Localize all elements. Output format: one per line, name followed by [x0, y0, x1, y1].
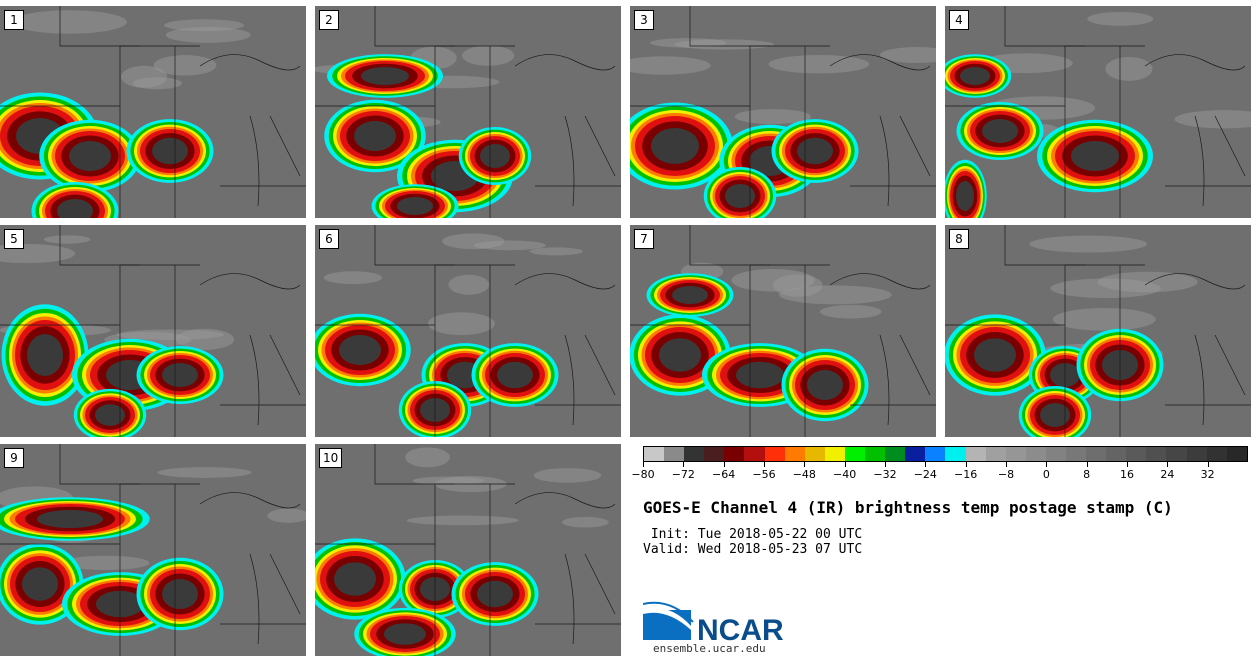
colorbar-segment — [1126, 447, 1147, 461]
colorbar-segment — [1226, 447, 1247, 461]
colorbar-tick-label: −56 — [752, 468, 776, 481]
panel-number: 6 — [319, 229, 339, 249]
colorbar-tick — [965, 462, 967, 467]
ir-map — [315, 444, 621, 656]
colorbar-segment — [684, 447, 705, 461]
colorbar-segment — [1065, 447, 1087, 461]
colorbar-segment — [1146, 447, 1167, 461]
ir-map — [630, 6, 936, 218]
ir-map — [0, 6, 306, 218]
colorbar-segment — [764, 447, 785, 461]
ir-map — [945, 6, 1251, 218]
colorbar-segment — [1045, 447, 1066, 461]
panel-number: 4 — [949, 10, 969, 30]
colorbar-tick-label: 24 — [1160, 468, 1175, 481]
colorbar-tick-label: −80 — [631, 468, 655, 481]
ensemble-member-panel-2: 2 — [315, 6, 621, 218]
panel-number: 1 — [4, 10, 24, 30]
colorbar-segment — [945, 447, 966, 461]
colorbar-segment — [965, 447, 986, 461]
colorbar-segment — [1005, 447, 1026, 461]
panel-number: 10 — [319, 448, 343, 468]
colorbar-ticks: −80 −72 −64 −56 −48 −40 −32 −24 −16 −8 0 8 16 24 32 — [631, 462, 1248, 482]
colorbar-tick — [804, 462, 806, 467]
colorbar-tick — [1086, 462, 1088, 467]
colorbar-tick — [723, 462, 725, 467]
colorbar-tick — [885, 462, 886, 467]
colorbar-tick — [764, 462, 765, 467]
colorbar-segment — [985, 447, 1006, 461]
ensemble-member-panel-1: 1 — [0, 6, 306, 218]
ir-map — [0, 225, 306, 437]
colorbar-segment — [1186, 447, 1207, 461]
init-time: Init: Tue 2018-05-22 00 UTC — [643, 527, 863, 542]
ensemble-member-panel-7: 7 — [630, 225, 936, 437]
colorbar-tick-label: −16 — [954, 468, 978, 481]
colorbar-tick-label: 0 — [1042, 468, 1050, 481]
panel-number: 5 — [4, 229, 24, 249]
panel-number: 2 — [319, 10, 339, 30]
colorbar-tick — [683, 462, 685, 467]
colorbar-tick — [1167, 462, 1169, 467]
ncar-logo: NCAR — [643, 601, 784, 644]
colorbar-tick-label: −72 — [671, 468, 695, 481]
colorbar-tick-label: −32 — [873, 468, 897, 481]
colorbar-tick-label: −64 — [712, 468, 736, 481]
colorbar-tick-label: 8 — [1083, 468, 1091, 481]
colorbar-tick-label: 32 — [1200, 468, 1215, 481]
colorbar-segment — [644, 447, 665, 461]
colorbar-tick — [1207, 462, 1209, 467]
colorbar-segment — [1086, 447, 1107, 461]
ir-map — [0, 444, 306, 656]
ensemble-member-panel-9: 9 — [0, 444, 306, 656]
colorbar-tick — [1006, 462, 1007, 467]
colorbar-segment — [784, 447, 805, 461]
colorbar-segment — [1025, 447, 1046, 461]
colorbar-tick-label: −40 — [833, 468, 857, 481]
panel-number: 3 — [634, 10, 654, 30]
panel-number: 8 — [949, 229, 969, 249]
temperature-colorbar — [643, 446, 1248, 462]
ensemble-member-panel-4: 4 — [945, 6, 1251, 218]
colorbar-tick — [925, 462, 927, 467]
ensemble-member-panel-5: 5 — [0, 225, 306, 437]
ir-map — [315, 225, 621, 437]
ensemble-member-panel-8: 8 — [945, 225, 1251, 437]
ensemble-member-panel-10: 10 — [315, 444, 621, 656]
colorbar-segment — [704, 447, 725, 461]
colorbar-tick-label: −24 — [913, 468, 937, 481]
colorbar-segment — [905, 447, 926, 461]
panel-number: 7 — [634, 229, 654, 249]
ensemble-member-panel-6: 6 — [315, 225, 621, 437]
valid-time: Valid: Wed 2018-05-23 07 UTC — [643, 542, 863, 557]
colorbar-segment — [844, 447, 866, 461]
colorbar-tick-label: −48 — [792, 468, 816, 481]
colorbar-segment — [804, 447, 825, 461]
panel-number: 9 — [4, 448, 24, 468]
colorbar-tick — [643, 462, 644, 467]
colorbar-segment — [865, 447, 886, 461]
figure-title: GOES-E Channel 4 (IR) brightness temp po… — [643, 498, 1173, 517]
colorbar-segment — [925, 447, 946, 461]
ncar-logo-text: NCAR — [697, 614, 784, 644]
ir-map — [630, 225, 936, 437]
colorbar-tick — [1046, 462, 1048, 467]
colorbar-segment — [1206, 447, 1227, 461]
colorbar-segment — [885, 447, 906, 461]
colorbar-tick — [844, 462, 846, 467]
colorbar-segment — [1166, 447, 1187, 461]
ir-map — [315, 6, 621, 218]
colorbar-tick — [1127, 462, 1128, 467]
ensemble-member-panel-3: 3 — [630, 6, 936, 218]
source-url: ensemble.ucar.edu — [653, 642, 766, 655]
colorbar-segment — [824, 447, 845, 461]
ir-map — [945, 225, 1251, 437]
colorbar-segment — [744, 447, 765, 461]
colorbar-tick-label: 16 — [1120, 468, 1134, 481]
colorbar-tick-label: −8 — [997, 468, 1015, 481]
colorbar-segment — [724, 447, 745, 461]
colorbar-segment — [1106, 447, 1127, 461]
colorbar-segment — [664, 447, 685, 461]
